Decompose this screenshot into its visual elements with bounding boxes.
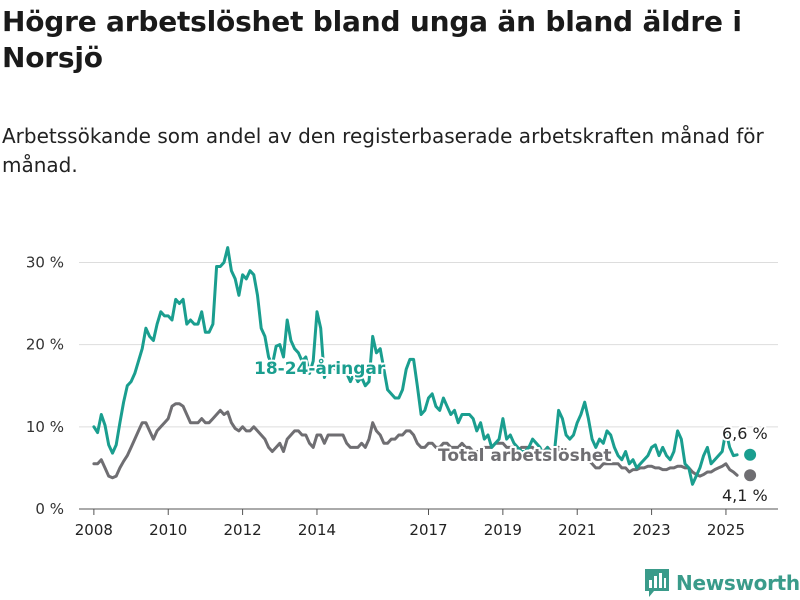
x-tick-label: 2012: [224, 521, 262, 539]
y-tick-label: 0 %: [35, 500, 64, 518]
series-line-total: [92, 402, 739, 480]
end-label-total: 4,1 %: [722, 486, 768, 505]
x-tick-label: 2008: [75, 521, 113, 539]
bar-chart-logo-icon: [645, 569, 669, 597]
y-tick-label: 10 %: [26, 418, 64, 436]
series-label-total: Total arbetslöshet: [438, 446, 612, 466]
end-point-youth: [744, 448, 757, 461]
x-tick-label: 2021: [558, 521, 596, 539]
end-label-youth: 6,6 %: [722, 424, 768, 443]
y-tick-label: 20 %: [26, 336, 64, 354]
series-line-youth: [92, 246, 739, 486]
x-tick-label: 2023: [632, 521, 670, 539]
x-tick-label: 2010: [149, 521, 187, 539]
end-point-total: [744, 469, 757, 482]
x-tick-label: 2017: [409, 521, 447, 539]
series-label-youth: 18-24-åringar: [254, 357, 386, 379]
chart-subtitle: Arbetssökande som andel av den registerb…: [2, 124, 764, 177]
y-tick-label: 30 %: [26, 253, 64, 271]
newsworthy-logo: Newsworthy: [645, 568, 800, 598]
x-tick-label: 2025: [707, 521, 745, 539]
brand-name: Newsworthy: [676, 571, 800, 595]
x-tick-label: 2014: [298, 521, 336, 539]
x-tick-label: 2019: [484, 521, 522, 539]
page-title: Högre arbetslöshet bland unga än bland ä…: [2, 5, 742, 74]
